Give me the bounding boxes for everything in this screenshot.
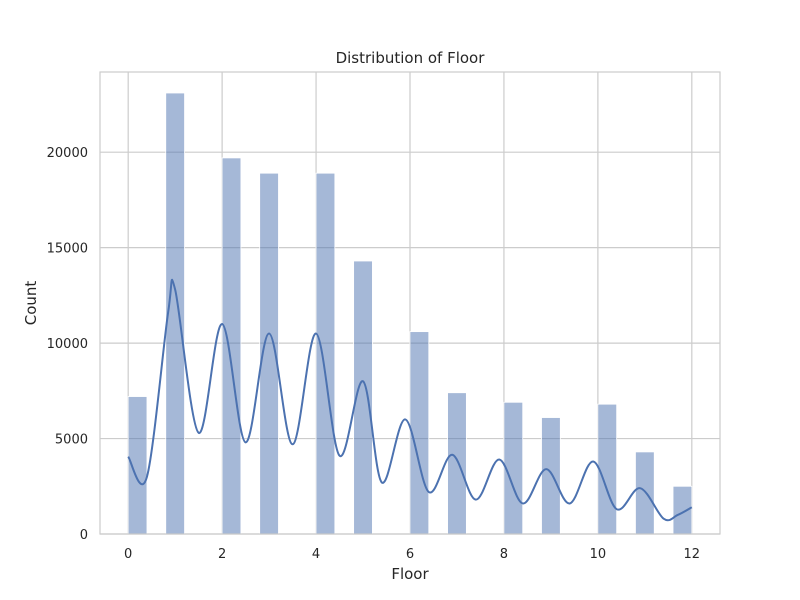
histogram-bar bbox=[315, 172, 336, 535]
x-tick-label: 2 bbox=[218, 547, 226, 562]
histogram-bar bbox=[672, 485, 693, 535]
x-tick-label: 12 bbox=[684, 547, 701, 562]
histogram-bar bbox=[447, 392, 467, 535]
x-tick-labels: 0 2 4 6 8 10 12 bbox=[124, 547, 700, 562]
y-tick-label: 5000 bbox=[55, 433, 88, 448]
chart-title: Distribution of Floor bbox=[336, 49, 486, 67]
y-tick-label: 20000 bbox=[47, 146, 88, 161]
histogram-bar bbox=[597, 403, 618, 535]
x-tick-label: 0 bbox=[124, 547, 132, 562]
histogram-bars bbox=[127, 92, 693, 535]
x-tick-label: 4 bbox=[312, 547, 320, 562]
y-axis-label: Count bbox=[22, 281, 40, 326]
axes-frame bbox=[99, 71, 721, 535]
x-tick-label: 6 bbox=[406, 547, 414, 562]
x-axis-label: Floor bbox=[391, 565, 429, 583]
y-tick-label: 10000 bbox=[47, 337, 88, 352]
kde-curve bbox=[127, 278, 693, 522]
histogram-bar bbox=[221, 157, 242, 535]
y-tick-label: 0 bbox=[80, 528, 88, 543]
x-tick-label: 10 bbox=[590, 547, 607, 562]
histogram-bar bbox=[541, 417, 561, 535]
x-tick-label: 8 bbox=[500, 547, 508, 562]
y-tick-labels: 0 5000 10000 15000 20000 bbox=[47, 146, 88, 543]
kde-curve-layer bbox=[127, 278, 693, 522]
y-tick-label: 15000 bbox=[47, 242, 88, 257]
